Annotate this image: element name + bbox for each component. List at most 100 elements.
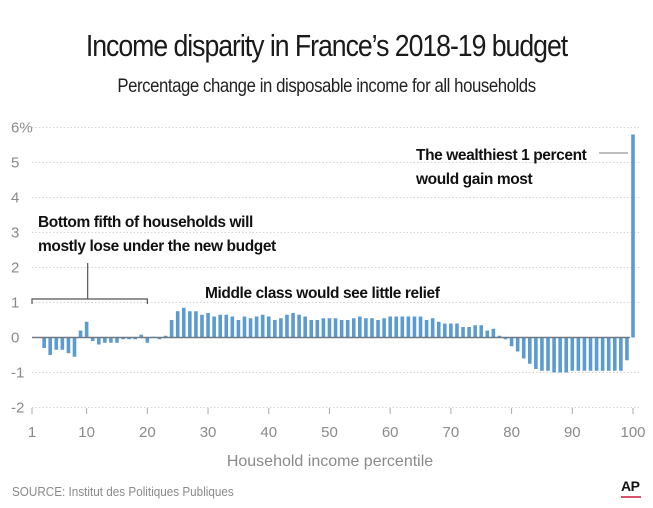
- bar: [212, 316, 216, 338]
- bar: [145, 337, 150, 343]
- y-tick-label: 5: [11, 155, 19, 172]
- bar: [412, 316, 417, 338]
- bar: [242, 316, 247, 338]
- annotation-wealthiest: The wealthiest 1 percent: [416, 147, 587, 164]
- x-axis-label: Household income percentile: [227, 453, 433, 470]
- bar: [491, 328, 496, 338]
- bar: [388, 316, 392, 338]
- bar: [339, 320, 344, 338]
- bar: [224, 314, 229, 338]
- annotation-bottom-fifth: mostly lose under the new budget: [38, 238, 276, 255]
- bar: [72, 337, 77, 357]
- annotation-wealthiest: would gain most: [415, 171, 533, 188]
- bar: [400, 316, 405, 338]
- x-tick-label: 1: [28, 424, 36, 441]
- bar: [139, 334, 144, 338]
- bar: [394, 316, 399, 338]
- y-tick-label: 3: [11, 225, 19, 242]
- bar: [327, 318, 332, 338]
- bar: [218, 314, 222, 338]
- bar: [449, 323, 453, 338]
- bar: [127, 337, 131, 340]
- y-tick-label: -2: [11, 400, 24, 417]
- y-tick-label: 0: [11, 330, 19, 347]
- bar: [612, 337, 617, 371]
- bar: [552, 337, 556, 373]
- bar: [345, 320, 350, 338]
- x-tick-label: 30: [200, 424, 217, 441]
- bracket-bottom-fifth: [31, 298, 148, 304]
- bar: [382, 318, 386, 338]
- bar: [96, 337, 101, 345]
- bar: [473, 325, 477, 338]
- bar: [485, 330, 490, 338]
- chart-subtitle: Percentage change in disposable income f…: [117, 75, 536, 97]
- bar: [315, 320, 320, 338]
- y-tick-label: -1: [11, 365, 24, 382]
- bar: [303, 316, 307, 338]
- bar: [443, 323, 447, 338]
- bar: [455, 323, 459, 338]
- ap-logo-underline: [621, 496, 641, 498]
- bar: [594, 337, 599, 371]
- bar: [90, 337, 95, 341]
- bar: [370, 318, 374, 338]
- annotations: Bottom fifth of households will mostly lo…: [31, 147, 628, 304]
- chart-title: Income disparity in France’s 2018-19 bud…: [85, 28, 568, 63]
- bar: [509, 337, 514, 347]
- bar: [534, 337, 538, 369]
- bar: [570, 337, 575, 371]
- bar: [163, 335, 168, 338]
- bar: [297, 314, 301, 338]
- bar: [60, 337, 65, 350]
- bars: [42, 134, 635, 373]
- bar: [54, 337, 59, 350]
- bar: [600, 337, 605, 371]
- x-tick-label: 90: [564, 424, 581, 441]
- bar: [291, 313, 295, 338]
- bar: [133, 337, 138, 340]
- bar: [351, 318, 356, 338]
- bar: [358, 316, 362, 338]
- bar: [546, 337, 550, 371]
- bar: [78, 330, 83, 338]
- bar: [540, 337, 544, 371]
- bar: [48, 337, 53, 355]
- bar: [121, 337, 125, 340]
- bar: [461, 327, 465, 338]
- bar: [66, 337, 71, 354]
- x-axis-ticks: 1 10 20 30 40 50 60 70 80 90 100: [28, 408, 646, 441]
- x-tick-label: 40: [260, 424, 277, 441]
- bar: [236, 320, 241, 338]
- bar: [558, 337, 562, 373]
- bar: [285, 314, 289, 338]
- bar: [157, 337, 162, 340]
- bar: [200, 314, 204, 338]
- bar: [309, 320, 314, 338]
- bar: [194, 311, 198, 338]
- y-tick-label: 4: [11, 190, 19, 207]
- bar: [248, 318, 253, 338]
- bar: [521, 337, 526, 359]
- y-tick-label: 6%: [11, 120, 33, 137]
- bar: [436, 321, 441, 338]
- bar: [279, 318, 283, 338]
- annotation-bottom-fifth: Bottom fifth of households will: [38, 214, 253, 231]
- annotation-middle-class: Middle class would see little relief: [205, 285, 441, 302]
- bar: [109, 337, 113, 343]
- bar: [606, 337, 611, 371]
- bar: [273, 320, 277, 338]
- bar: [631, 134, 635, 338]
- bar: [576, 337, 581, 371]
- x-tick-label: 60: [382, 424, 399, 441]
- bar: [503, 337, 508, 340]
- bar: [169, 320, 174, 338]
- bar: [321, 318, 326, 338]
- y-axis-ticks: 6% 5 4 3 2 1 0 -1 -2: [11, 120, 33, 417]
- x-tick-label: 100: [620, 424, 645, 441]
- bar: [479, 325, 484, 338]
- x-tick-label: 20: [139, 424, 156, 441]
- bar: [418, 316, 423, 338]
- bar: [260, 314, 265, 338]
